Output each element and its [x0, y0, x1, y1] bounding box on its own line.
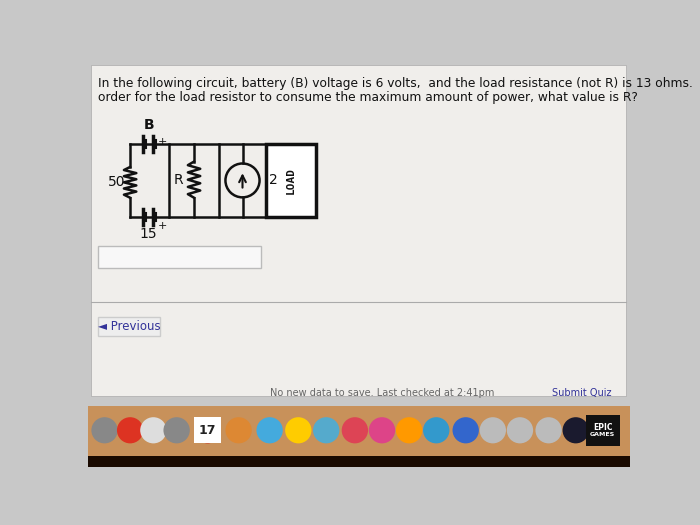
- Text: order for the load resistor to consume the maximum amount of power, what value i: order for the load resistor to consume t…: [98, 91, 638, 104]
- Circle shape: [423, 417, 449, 444]
- Text: GAMES: GAMES: [590, 433, 615, 437]
- Circle shape: [342, 417, 368, 444]
- Text: 50: 50: [108, 175, 125, 190]
- Bar: [98, 246, 261, 268]
- Circle shape: [536, 417, 562, 444]
- Circle shape: [285, 417, 312, 444]
- Circle shape: [480, 417, 506, 444]
- Circle shape: [256, 417, 283, 444]
- Text: +: +: [158, 221, 167, 231]
- Text: LOAD: LOAD: [286, 167, 296, 194]
- Text: Submit Quiz: Submit Quiz: [552, 388, 612, 398]
- Text: 15: 15: [139, 227, 157, 241]
- Circle shape: [92, 417, 118, 444]
- Circle shape: [313, 417, 340, 444]
- Text: ◄ Previous: ◄ Previous: [98, 320, 161, 333]
- Circle shape: [117, 417, 144, 444]
- Bar: [195, 417, 220, 444]
- Bar: [266, 144, 316, 217]
- Circle shape: [396, 417, 422, 444]
- Circle shape: [452, 417, 479, 444]
- Circle shape: [225, 417, 252, 444]
- Circle shape: [163, 417, 190, 444]
- Bar: [586, 415, 620, 446]
- Bar: [92, 65, 626, 396]
- Text: R: R: [174, 173, 183, 187]
- Circle shape: [369, 417, 396, 444]
- Text: B: B: [144, 118, 155, 132]
- Circle shape: [507, 417, 533, 444]
- Circle shape: [140, 417, 167, 444]
- Bar: [88, 456, 630, 467]
- Text: +: +: [158, 136, 167, 146]
- Bar: [88, 406, 630, 467]
- Text: 17: 17: [199, 424, 216, 437]
- Text: In the following circuit, battery (B) voltage is 6 volts,  and the load resistan: In the following circuit, battery (B) vo…: [98, 77, 700, 90]
- Bar: [98, 317, 160, 335]
- Circle shape: [195, 417, 220, 444]
- Circle shape: [563, 417, 589, 444]
- Text: EPIC: EPIC: [593, 423, 612, 432]
- Text: No new data to save. Last checked at 2:41pm: No new data to save. Last checked at 2:4…: [270, 388, 494, 398]
- Text: 2: 2: [269, 173, 278, 187]
